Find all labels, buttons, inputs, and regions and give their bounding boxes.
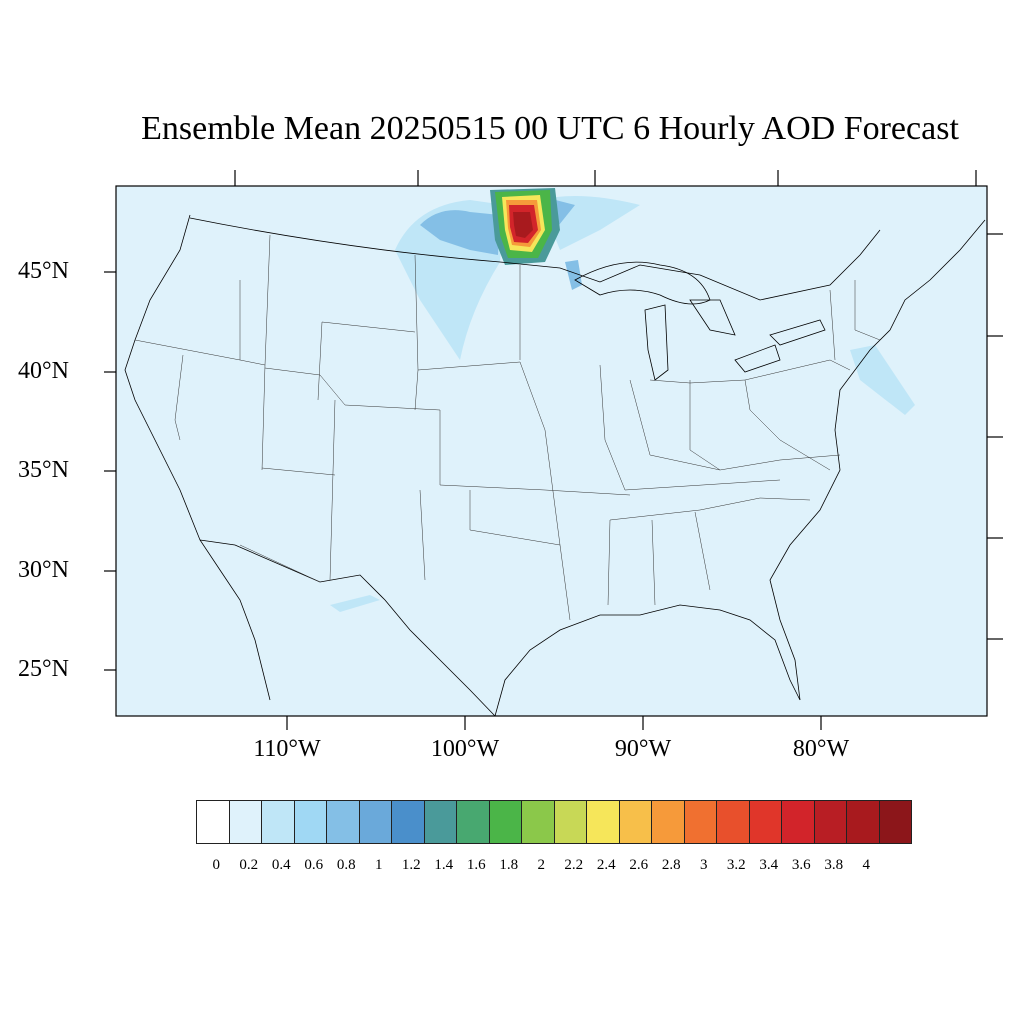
aod-region-mid-wi [565, 260, 582, 290]
colorbar-box [846, 800, 879, 844]
colorbar-box [748, 800, 781, 844]
colorbar-box [553, 800, 586, 844]
colorbar-tick-label: 3.6 [791, 857, 811, 873]
colorbar-box [683, 800, 716, 844]
colorbar-tick-label: 0.4 [271, 857, 291, 873]
colorbar-box [586, 800, 619, 844]
aod-plume-darkred [513, 212, 533, 238]
lat-ticks [104, 271, 116, 671]
colorbar-box [391, 800, 424, 844]
colorbar-tick-label: 3.2 [726, 857, 746, 873]
colorbar-box [813, 800, 846, 844]
colorbar-box [293, 800, 326, 844]
colorbar-tick-label: 1.6 [466, 857, 486, 873]
colorbar-tick-label: 3.8 [824, 857, 844, 873]
colorbar-tick-label: 4 [862, 857, 871, 873]
colorbar-tick-label: 2 [537, 857, 546, 873]
colorbar-tick-label: 2.8 [661, 857, 681, 873]
map-frame [115, 185, 988, 717]
top-ticks [234, 170, 977, 186]
aod-region-light-gulf [330, 595, 380, 612]
colorbar-box [781, 800, 814, 844]
colorbar-tick-label: 2.4 [596, 857, 616, 873]
colorbar-box [358, 800, 391, 844]
state-boundaries [134, 234, 881, 621]
colorbar-tick-label: 2.2 [564, 857, 584, 873]
colorbar-tick-label: 1.4 [434, 857, 454, 873]
lat-label-25: 25°N [18, 656, 69, 682]
colorbar-tick-label: 0 [212, 857, 221, 873]
lat-label-45: 45°N [18, 258, 69, 284]
lon-label-110w: 110°W [253, 736, 321, 762]
map-boundaries [124, 214, 986, 717]
lat-label-35: 35°N [18, 457, 69, 483]
lon-label-100w: 100°W [430, 736, 500, 762]
colorbar-box [456, 800, 489, 844]
colorbar-box [651, 800, 684, 844]
colorbar-tick-label: 3.4 [759, 857, 779, 873]
aod-region-mid-west [420, 210, 500, 255]
lat-label-30: 30°N [18, 557, 69, 583]
colorbar-tick-label: 1.8 [499, 857, 519, 873]
colorbar-tick-label: 0.8 [336, 857, 356, 873]
lon-label-90w: 90°W [614, 736, 672, 762]
colorbar [196, 800, 912, 844]
colorbar-tick-label: 0.6 [304, 857, 324, 873]
aod-region-light-ne [850, 345, 915, 415]
colorbar-box [196, 800, 229, 844]
colorbar-tick-label: 1 [375, 857, 383, 873]
colorbar-tick-label: 1.2 [401, 857, 421, 873]
colorbar-box [878, 800, 912, 844]
colorbar-box [326, 800, 359, 844]
colorbar-tick-label: 3 [700, 857, 708, 873]
right-ticks [987, 233, 1003, 640]
colorbar-box [423, 800, 456, 844]
colorbar-box [716, 800, 749, 844]
colorbar-box [521, 800, 554, 844]
colorbar-box [618, 800, 651, 844]
map-background [116, 186, 987, 716]
colorbar-tick-label: 2.6 [629, 857, 649, 873]
colorbar-box [261, 800, 294, 844]
colorbar-box [228, 800, 261, 844]
lon-label-80w: 80°W [792, 736, 850, 762]
colorbar-box [488, 800, 521, 844]
lat-label-40: 40°N [18, 358, 69, 384]
map-title: Ensemble Mean 20250515 00 UTC 6 Hourly A… [141, 110, 959, 147]
colorbar-tick-label: 0.2 [239, 857, 259, 873]
lon-ticks [286, 716, 822, 730]
